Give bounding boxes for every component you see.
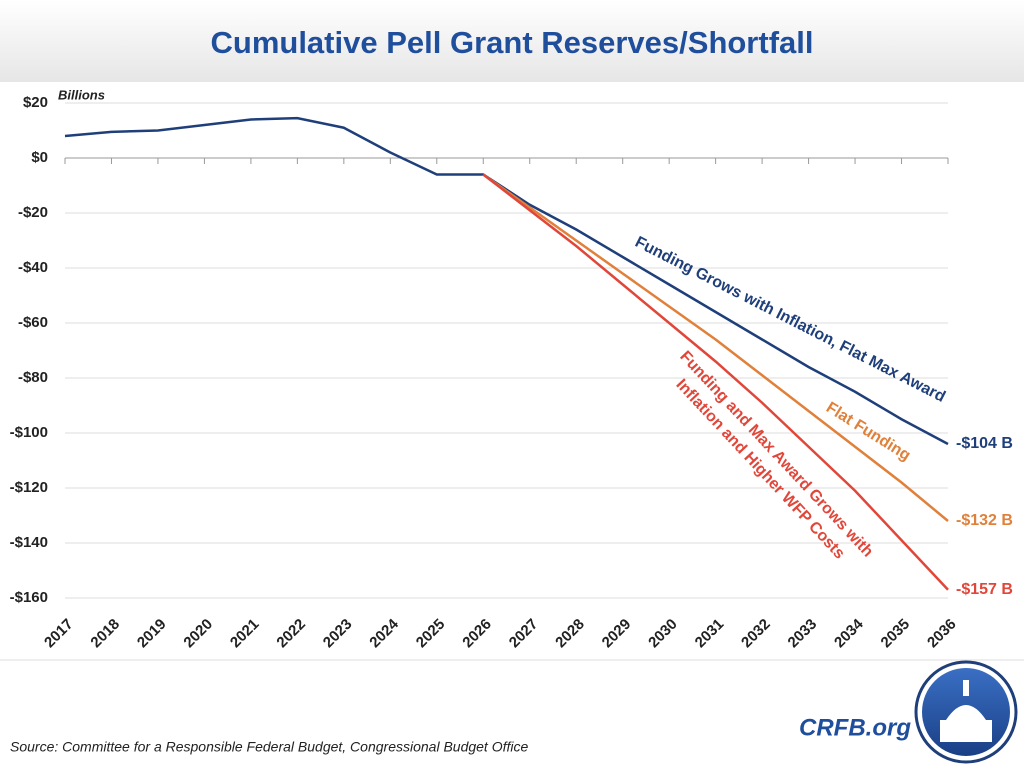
- chart-title: Cumulative Pell Grant Reserves/Shortfall: [211, 25, 814, 60]
- y-tick-label: -$160: [10, 589, 48, 606]
- x-tick-label: 2027: [506, 616, 542, 652]
- x-tick-label: 2026: [459, 616, 495, 652]
- y-tick-label: -$40: [18, 259, 48, 276]
- y-tick-label: $0: [31, 149, 48, 166]
- series-annotation: Funding and Max Award Grows withInflatio…: [672, 348, 876, 562]
- y-tick-label: -$20: [18, 204, 48, 221]
- source: Source: Committee for a Responsible Fede…: [10, 739, 528, 755]
- y-tick-label: $20: [23, 94, 48, 111]
- y-tick-label: -$80: [18, 369, 48, 386]
- y-tick-label: -$120: [10, 479, 48, 496]
- x-tick-label: 2032: [738, 616, 774, 652]
- x-tick-label: 2017: [41, 616, 77, 652]
- brand: CRFB.org: [799, 714, 911, 741]
- x-tick-label: 2025: [413, 616, 449, 652]
- x-tick-label: 2030: [645, 616, 681, 652]
- series-line: [482, 173, 949, 522]
- x-tick-label: 2022: [273, 616, 309, 652]
- value-label: -$104 B: [956, 435, 1013, 452]
- logo: [914, 660, 1018, 764]
- y-tick-label: -$100: [10, 424, 48, 441]
- y-tick-label: -$140: [10, 534, 48, 551]
- x-tick-label: 2024: [366, 615, 402, 651]
- y-unit: Billions: [58, 87, 105, 102]
- x-tick-label: 2033: [785, 616, 821, 652]
- x-tick-label: 2035: [878, 616, 914, 652]
- x-tick-label: 2019: [134, 616, 170, 652]
- series-name: Funding and Max Award Grows with: [676, 348, 876, 560]
- value-label: -$157 B: [956, 581, 1013, 598]
- x-tick-label: 2023: [320, 616, 356, 652]
- series-line: [482, 173, 949, 591]
- x-tick-label: 2034: [831, 615, 867, 651]
- x-tick-label: 2028: [552, 616, 588, 652]
- x-tick-label: 2036: [924, 616, 960, 652]
- value-label: -$132 B: [956, 512, 1013, 529]
- x-tick-label: 2031: [692, 616, 728, 652]
- header-band: [0, 0, 1024, 82]
- x-tick-label: 2029: [599, 616, 635, 652]
- x-tick-label: 2018: [87, 616, 123, 652]
- x-tick-label: 2020: [180, 616, 216, 652]
- y-tick-label: -$60: [18, 314, 48, 331]
- series-name: Inflation and Higher WFP Costs: [672, 376, 847, 562]
- x-tick-label: 2021: [227, 616, 263, 652]
- series-line: [64, 116, 949, 446]
